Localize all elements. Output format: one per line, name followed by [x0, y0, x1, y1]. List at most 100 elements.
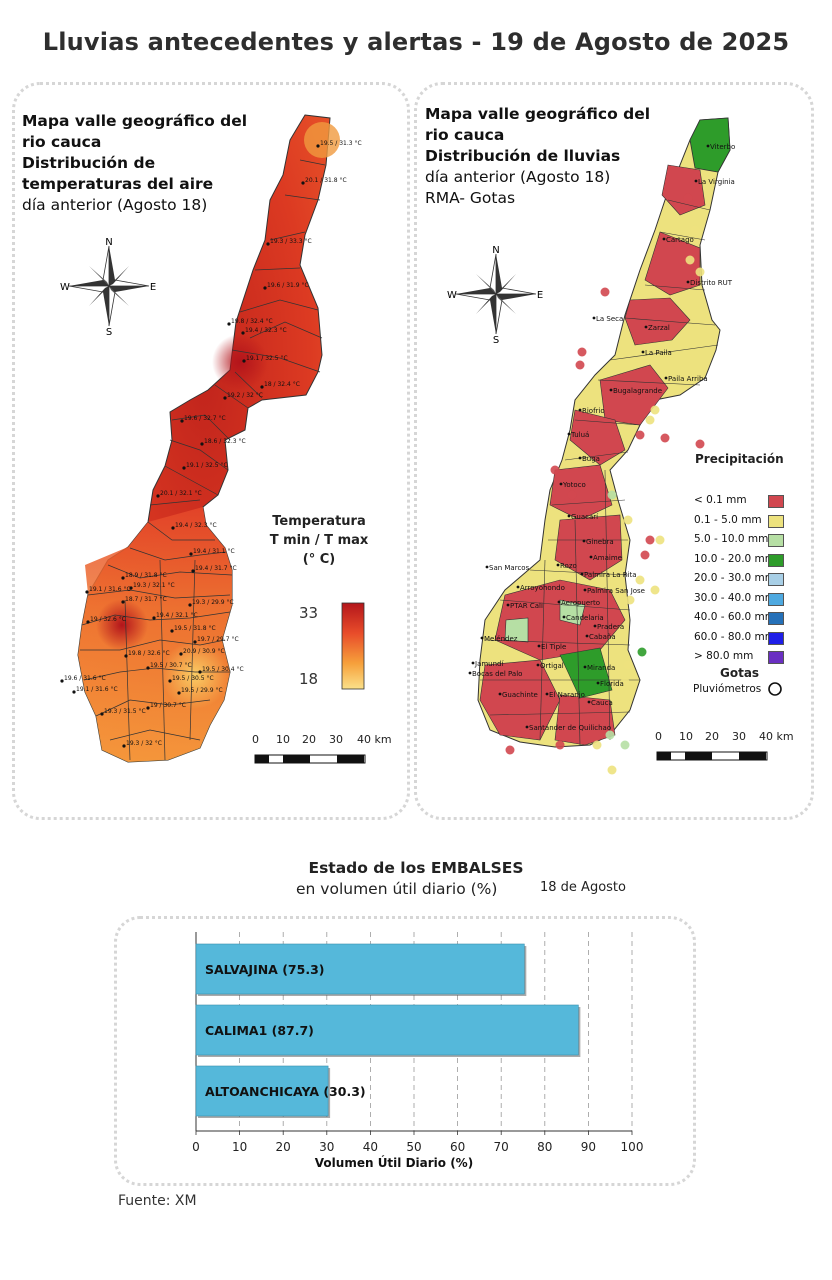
temp-legend-min: 18	[299, 670, 319, 688]
place-label: Amaime	[593, 554, 622, 562]
temp-legend-colorbar	[341, 602, 365, 690]
x-tick-label: 100	[621, 1140, 644, 1154]
scale-label: 0	[655, 730, 662, 743]
station-label: 19 / 32.6 °C	[90, 616, 126, 623]
place-dot	[587, 700, 591, 704]
station-dot	[301, 181, 305, 185]
rain-zone-green	[689, 117, 731, 173]
rainfall-map-panel	[414, 82, 814, 820]
rain-gauge-dot	[690, 225, 700, 235]
rain-zone-green	[559, 647, 613, 699]
rain-gauge-dot	[637, 647, 647, 657]
station-dot	[124, 654, 128, 658]
station-label: 18.7 / 31.7 °C	[125, 596, 167, 603]
station-dot	[152, 616, 156, 620]
place-label: Miranda	[587, 664, 615, 672]
precip-legend-swatch	[768, 495, 784, 508]
place-label: Bugalagrande	[613, 387, 662, 395]
compass-s-label: S	[106, 327, 112, 338]
temp-legend-title-line1: Temperatura	[272, 514, 366, 529]
station-dot	[177, 691, 181, 695]
rain-map-title: Mapa valle geográfico del rio cauca Dist…	[425, 104, 650, 209]
station-dot	[179, 652, 183, 656]
place-label: Pradera	[597, 623, 624, 631]
temp-map-title-line2: rio cauca	[22, 133, 102, 151]
x-tick-label: 10	[232, 1140, 247, 1154]
x-tick-label: 90	[581, 1140, 596, 1154]
place-dot	[664, 376, 668, 380]
place-dot	[609, 388, 613, 392]
place-label: San Marcos	[489, 564, 530, 572]
station-label: 19.8 / 32.6 °C	[128, 650, 170, 657]
rain-gauge-dot	[655, 535, 665, 545]
temp-scale-bar	[254, 754, 366, 764]
place-label: El Tiple	[541, 643, 566, 651]
precip-legend-swatch	[768, 651, 784, 664]
place-dot	[583, 665, 587, 669]
place-label: Meléndez	[484, 635, 518, 643]
place-label: Tuluá	[570, 431, 589, 439]
station-dot	[316, 144, 320, 148]
precip-legend-label: 60.0 - 80.0 mm	[694, 630, 776, 643]
rain-gauge-dot	[550, 465, 560, 475]
precip-legend-label: 5.0 - 10.0 mm	[694, 533, 769, 545]
station-dot	[121, 576, 125, 580]
place-label: Ortigal	[540, 662, 564, 670]
station-label: 19.8 / 32.4 °C	[231, 318, 273, 325]
place-dot	[578, 408, 582, 412]
place-label: Zarzal	[648, 324, 670, 332]
scale-label: 40 km	[357, 733, 392, 746]
bar	[195, 943, 525, 995]
rain-gauge-dot	[607, 490, 617, 500]
station-dot	[86, 620, 90, 624]
station-label: 19.1 / 31.6 °C	[89, 586, 131, 593]
station-dot	[171, 526, 175, 530]
station-label: 19.1 / 32.5 °C	[246, 355, 288, 362]
station-label: 19.4 / 32.3 °C	[175, 522, 217, 529]
rain-gauge-dot	[577, 347, 587, 357]
station-label: 19.1 / 31.6 °C	[76, 686, 118, 693]
scale-label: 20	[705, 730, 719, 743]
place-label: Guacarí	[571, 513, 599, 521]
station-label: 19.1 / 32.5 °C	[186, 462, 228, 469]
compass-w-label: W	[60, 282, 70, 293]
station-dot	[180, 419, 184, 423]
station-dot	[189, 552, 193, 556]
rain-gauge-dot	[567, 490, 577, 500]
rain-gauge-dot	[505, 745, 515, 755]
compass-n-label: N	[105, 237, 112, 248]
place-label: Viterbo	[710, 143, 735, 151]
gotas-legend-title: Gotas	[720, 666, 760, 680]
place-label: Palmira La Rita	[584, 571, 637, 579]
station-label: 19.4 / 31.1 °C	[193, 548, 235, 555]
station-dot	[266, 242, 270, 246]
precip-legend-swatch	[768, 592, 784, 606]
place-label: La Seca	[596, 315, 623, 323]
bar-label: SALVAJINA (75.3)	[205, 962, 324, 977]
place-dot	[506, 603, 510, 607]
rain-gauge-dot	[623, 515, 633, 525]
place-label: Guachinte	[502, 691, 538, 699]
rain-gauge-dot	[650, 405, 660, 415]
station-dot	[100, 712, 104, 716]
station-dot	[188, 603, 192, 607]
place-dot	[589, 555, 593, 559]
rain-zone-lightgreen	[504, 617, 529, 643]
place-label: Jamundí	[474, 660, 504, 668]
reservoir-chart-panel	[114, 916, 696, 1186]
scale-label: 20	[302, 733, 316, 746]
rain-cell-lines	[480, 199, 719, 746]
station-dot	[156, 494, 160, 498]
temp-hotspot	[96, 599, 148, 651]
rain-gauge-dot	[640, 550, 650, 560]
rain-map-title-line2: rio cauca	[425, 126, 505, 144]
rain-gauge-dot	[625, 390, 635, 400]
station-label: 19.5 / 31.3 °C	[320, 140, 362, 147]
place-dot	[694, 179, 698, 183]
rain-gauge-dot	[635, 430, 645, 440]
place-dot	[468, 671, 472, 675]
station-label: 19.3 / 31.5 °C	[104, 708, 146, 715]
temp-legend-title-line2: T min / T max	[269, 533, 369, 548]
precip-legend-swatch	[768, 514, 784, 528]
bar	[195, 1065, 329, 1117]
